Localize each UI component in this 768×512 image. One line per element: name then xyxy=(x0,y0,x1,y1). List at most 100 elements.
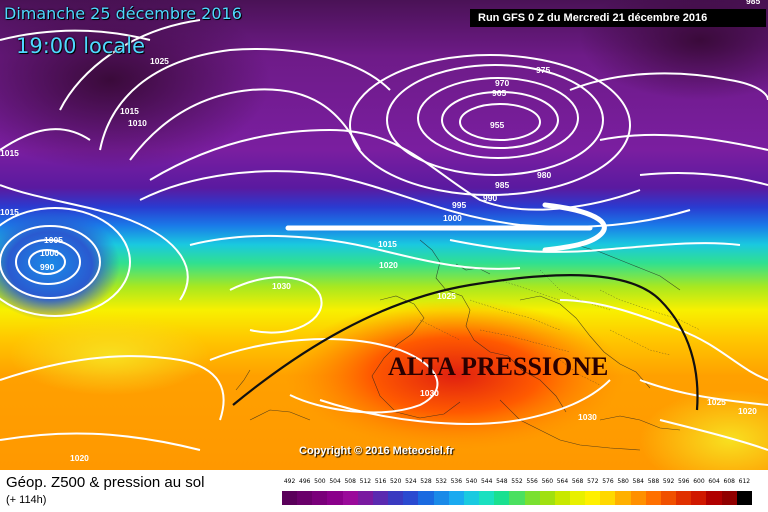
isobar-label: 975 xyxy=(536,65,550,75)
scale-swatch xyxy=(721,491,737,505)
scale-bar xyxy=(282,491,752,505)
isobar-label: 1015 xyxy=(0,148,19,158)
isobar-label: 995 xyxy=(452,200,466,210)
scale-tick-label: 584 xyxy=(632,478,644,485)
scale-swatch xyxy=(691,491,707,505)
scale-tick-label: 552 xyxy=(511,478,523,485)
scale-swatch xyxy=(418,491,434,505)
forecast-time: 19:00 locale xyxy=(16,34,146,58)
forecast-date: Dimanche 25 décembre 2016 xyxy=(4,4,242,23)
scale-swatch xyxy=(539,491,555,505)
color-scale-legend: 492 496 500 504 508 512 516 520 524 528 532 536 540 5… xyxy=(282,478,752,505)
scale-swatch xyxy=(600,491,616,505)
isobar-label: 1020 xyxy=(738,406,757,416)
scale-swatch xyxy=(676,491,692,505)
isobar-label: 1020 xyxy=(70,453,89,463)
scale-tick-label: 548 xyxy=(496,478,508,485)
scale-swatch xyxy=(509,491,525,505)
scale-swatch xyxy=(463,491,480,505)
isobar-label: 980 xyxy=(537,170,551,180)
isobar-label: 985 xyxy=(495,180,509,190)
forecast-lead-time: (+ 114h) xyxy=(6,494,47,506)
scale-swatch xyxy=(403,491,419,505)
scale-swatch xyxy=(357,491,373,505)
yellow-sw xyxy=(10,315,210,395)
isobar-label: 1025 xyxy=(437,291,456,301)
scale-swatch xyxy=(312,491,328,505)
scale-swatch xyxy=(660,491,677,505)
scale-swatch xyxy=(554,491,570,505)
isobar-label: 1030 xyxy=(578,412,597,422)
scale-tick-label: 536 xyxy=(450,478,463,485)
scale-swatch xyxy=(494,491,510,505)
scale-swatch xyxy=(524,491,540,505)
isobar-label: 1010 xyxy=(128,118,147,128)
dark-trough-north xyxy=(0,0,270,170)
ridge-axis xyxy=(232,274,699,411)
yellow-east xyxy=(640,390,768,470)
isobar-label: 970 xyxy=(495,78,509,88)
scale-tick-label: 560 xyxy=(541,478,554,485)
scale-swatch xyxy=(736,491,752,505)
scale-swatch xyxy=(327,491,343,505)
scale-tick-label: 596 xyxy=(678,478,690,485)
scale-tick-label: 520 xyxy=(389,478,402,485)
scale-swatch xyxy=(706,491,722,505)
scale-tick-label: 568 xyxy=(571,478,584,485)
scale-tick-label: 592 xyxy=(662,478,675,485)
scale-tick-label: 504 xyxy=(329,478,341,485)
scale-swatch xyxy=(645,491,661,505)
scale-tick-label: 556 xyxy=(526,478,538,485)
isobar-labels: 1025 1015 1010 1015 1015 1005 1000 990 9… xyxy=(0,0,760,463)
weather-map: 1025 1015 1010 1015 1015 1005 1000 990 9… xyxy=(0,0,768,470)
country-borders xyxy=(419,269,701,386)
scale-swatch xyxy=(433,491,449,505)
isobar-label: 1000 xyxy=(443,213,462,223)
low-west-blue xyxy=(0,210,120,320)
isobar-label: 1015 xyxy=(0,207,19,217)
scale-tick-label: 612 xyxy=(738,478,751,485)
scale-swatch xyxy=(569,491,586,505)
scale-tick-label: 576 xyxy=(602,478,614,485)
isobar-label: 990 xyxy=(40,262,54,272)
isobar-label: 965 xyxy=(492,88,506,98)
scale-tick-label: 600 xyxy=(693,478,705,485)
isobar-label: 1000 xyxy=(40,248,59,258)
scale-tick-label: 532 xyxy=(435,478,447,485)
isobar-label: 1015 xyxy=(378,239,397,249)
scale-tick-label: 544 xyxy=(480,478,493,485)
isobar-label: 1025 xyxy=(150,56,169,66)
isobar-label: 990 xyxy=(483,193,497,203)
model-run-label: Run GFS 0 Z du Mercredi 21 décembre 2016 xyxy=(470,9,766,27)
scale-tick-label: 608 xyxy=(723,478,735,485)
scale-swatch xyxy=(342,491,358,505)
scale-tick-label: 564 xyxy=(556,478,569,485)
scale-tick-label: 508 xyxy=(344,478,356,485)
scale-swatch xyxy=(479,491,495,505)
scale-swatch xyxy=(282,491,298,505)
scale-tick-label: 512 xyxy=(359,478,372,485)
scale-swatch xyxy=(297,491,313,505)
isobar-label: 1015 xyxy=(120,106,139,116)
scale-tick-label: 604 xyxy=(708,478,720,485)
isobar-label: 1025 xyxy=(707,397,726,407)
high-pressure-annotation: ALTA PRESSIONE xyxy=(388,352,609,381)
scale-tick-label: 572 xyxy=(587,478,599,485)
isobar-label: 1020 xyxy=(379,260,398,270)
scale-tick-label: 528 xyxy=(420,478,432,485)
scale-tick-label: 580 xyxy=(617,478,629,485)
scale-swatch xyxy=(388,491,404,505)
isobar-label: 1030 xyxy=(272,281,291,291)
scale-tick-label: 516 xyxy=(374,478,387,485)
isobar-label: 1005 xyxy=(44,235,63,245)
scale-tick-label: 492 xyxy=(283,478,296,485)
scale-tick-label: 540 xyxy=(465,478,478,485)
copyright-notice: Copyright © 2016 Meteociel.fr xyxy=(299,445,454,457)
scale-swatch xyxy=(630,491,646,505)
scale-labels: 492 496 500 504 508 512 516 520 524 528 532 536 540 5… xyxy=(282,478,752,488)
scale-swatch xyxy=(448,491,464,505)
isobar-label: 1030 xyxy=(420,388,439,398)
scale-tick-label: 496 xyxy=(299,478,311,485)
chart-title: Géop. Z500 & pression au sol xyxy=(6,474,205,491)
scale-swatch xyxy=(615,491,631,505)
